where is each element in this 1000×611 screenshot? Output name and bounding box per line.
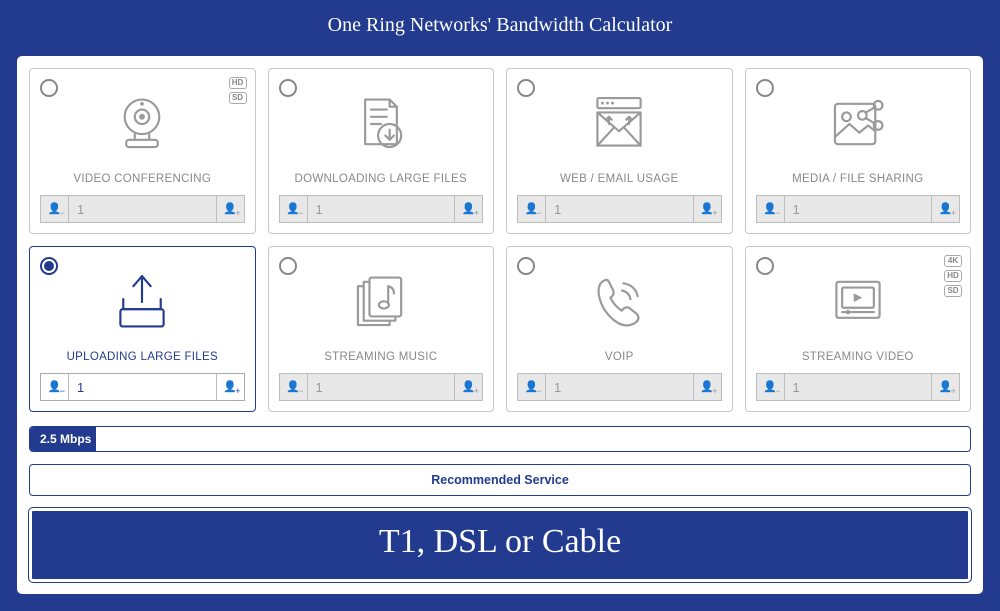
decrement-button[interactable]: 👤− <box>757 374 785 400</box>
user-count-stepper: 👤− 1 👤+ <box>40 195 245 223</box>
upload-icon <box>106 261 178 343</box>
bandwidth-value: 2.5 Mbps <box>40 432 91 446</box>
decrement-button[interactable]: 👤− <box>41 196 69 222</box>
user-count-value[interactable]: 1 <box>785 196 932 222</box>
music-icon <box>345 261 417 343</box>
user-count-stepper: 👤− 1 👤+ <box>756 195 961 223</box>
option-card-web-email[interactable]: WEB / EMAIL USAGE 👤− 1 👤+ <box>506 68 733 234</box>
bandwidth-slider-fill: 2.5 Mbps <box>30 427 96 451</box>
user-count-stepper: 👤− 1 👤+ <box>279 373 484 401</box>
badge-sd: SD <box>229 92 247 104</box>
user-count-stepper: 👤− 1 👤+ <box>279 195 484 223</box>
option-card-download[interactable]: DOWNLOADING LARGE FILES 👤− 1 👤+ <box>268 68 495 234</box>
card-label: DOWNLOADING LARGE FILES <box>295 173 467 185</box>
radio-media-share[interactable] <box>756 79 774 97</box>
voip-icon <box>583 261 655 343</box>
radio-music[interactable] <box>279 257 297 275</box>
radio-web-email[interactable] <box>517 79 535 97</box>
page-title: One Ring Networks' Bandwidth Calculator <box>16 0 984 55</box>
media-share-icon <box>822 83 894 165</box>
user-count-value[interactable]: 1 <box>69 374 216 400</box>
card-label: VIDEO CONFERENCING <box>73 173 211 185</box>
user-count-stepper: 👤− 1 👤+ <box>756 373 961 401</box>
user-count-value[interactable]: 1 <box>785 374 932 400</box>
user-count-stepper: 👤− 1 👤+ <box>40 373 245 401</box>
card-label: STREAMING VIDEO <box>802 351 914 363</box>
card-label: UPLOADING LARGE FILES <box>67 351 218 363</box>
badge-hd: HD <box>944 270 962 282</box>
option-card-music[interactable]: STREAMING MUSIC 👤− 1 👤+ <box>268 246 495 412</box>
decrement-button[interactable]: 👤− <box>518 374 546 400</box>
bandwidth-slider[interactable]: 2.5 Mbps <box>29 426 971 452</box>
card-label: STREAMING MUSIC <box>324 351 437 363</box>
download-icon <box>345 83 417 165</box>
badge-4k: 4K <box>944 255 962 267</box>
quality-badges: 4K HD SD <box>944 255 962 297</box>
user-count-stepper: 👤− 1 👤+ <box>517 373 722 401</box>
result-text: T1, DSL or Cable <box>32 523 968 561</box>
increment-button[interactable]: 👤+ <box>931 196 959 222</box>
badge-hd: HD <box>229 77 247 89</box>
decrement-button[interactable]: 👤− <box>280 374 308 400</box>
option-card-upload[interactable]: UPLOADING LARGE FILES 👤− 1 👤+ <box>29 246 256 412</box>
increment-button[interactable]: 👤+ <box>931 374 959 400</box>
recommended-service-header: Recommended Service <box>29 464 971 496</box>
radio-video-conf[interactable] <box>40 79 58 97</box>
user-count-stepper: 👤− 1 👤+ <box>517 195 722 223</box>
recommended-service-label: Recommended Service <box>431 473 569 487</box>
quality-badges: HD SD <box>229 77 247 104</box>
user-count-value[interactable]: 1 <box>308 374 455 400</box>
decrement-button[interactable]: 👤− <box>41 374 69 400</box>
user-count-value[interactable]: 1 <box>69 196 216 222</box>
increment-button[interactable]: 👤+ <box>454 374 482 400</box>
increment-button[interactable]: 👤+ <box>216 196 244 222</box>
radio-download[interactable] <box>279 79 297 97</box>
radio-upload[interactable] <box>40 257 58 275</box>
video-stream-icon <box>822 261 894 343</box>
video-conf-icon <box>106 83 178 165</box>
radio-voip[interactable] <box>517 257 535 275</box>
increment-button[interactable]: 👤+ <box>693 374 721 400</box>
calculator-panel: HDSD VIDEO CONFERENCING 👤− 1 👤+ DOWN <box>16 55 984 595</box>
card-label: VOIP <box>605 351 634 363</box>
decrement-button[interactable]: 👤− <box>518 196 546 222</box>
option-card-media-share[interactable]: MEDIA / FILE SHARING 👤− 1 👤+ <box>745 68 972 234</box>
increment-button[interactable]: 👤+ <box>216 374 244 400</box>
web-email-icon <box>583 83 655 165</box>
card-label: MEDIA / FILE SHARING <box>792 173 923 185</box>
increment-button[interactable]: 👤+ <box>454 196 482 222</box>
card-label: WEB / EMAIL USAGE <box>560 173 678 185</box>
result-banner: T1, DSL or Cable <box>29 508 971 582</box>
decrement-button[interactable]: 👤− <box>757 196 785 222</box>
increment-button[interactable]: 👤+ <box>693 196 721 222</box>
option-card-video-stream[interactable]: 4K HD SD STREAMING VIDEO 👤− 1 👤+ <box>745 246 972 412</box>
option-card-voip[interactable]: VOIP 👤− 1 👤+ <box>506 246 733 412</box>
options-grid: HDSD VIDEO CONFERENCING 👤− 1 👤+ DOWN <box>29 68 971 412</box>
user-count-value[interactable]: 1 <box>308 196 455 222</box>
option-card-video-conf[interactable]: HD SD VIDEO CONFERENCING 👤− 1 👤+ <box>29 68 256 234</box>
decrement-button[interactable]: 👤− <box>280 196 308 222</box>
user-count-value[interactable]: 1 <box>546 374 693 400</box>
user-count-value[interactable]: 1 <box>546 196 693 222</box>
badge-sd: SD <box>944 285 962 297</box>
calculator-container: One Ring Networks' Bandwidth Calculator … <box>0 0 1000 611</box>
radio-video-stream[interactable] <box>756 257 774 275</box>
